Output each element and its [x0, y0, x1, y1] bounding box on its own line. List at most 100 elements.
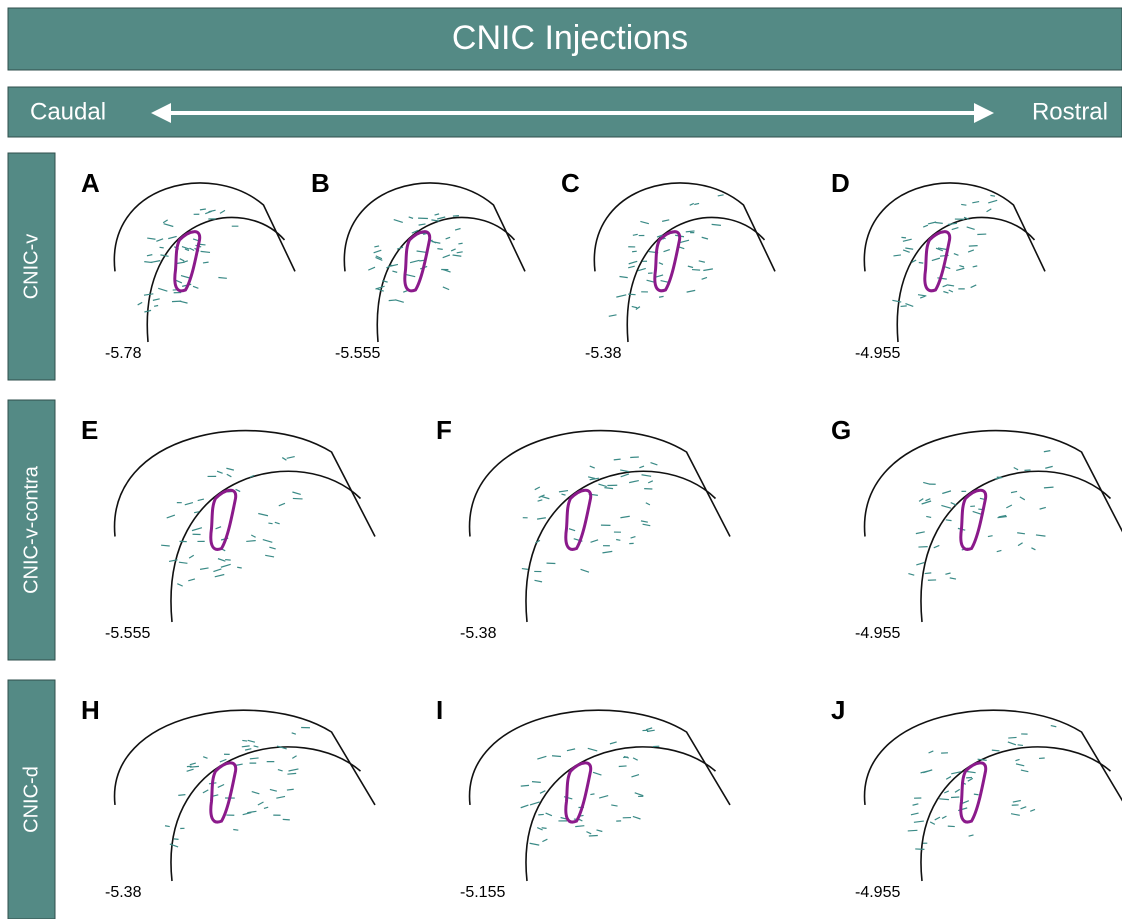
fiber: [640, 221, 648, 223]
fiber: [163, 220, 167, 223]
fiber: [629, 481, 639, 483]
fiber: [181, 276, 190, 278]
fiber: [633, 234, 638, 235]
fiber: [1030, 809, 1035, 811]
panels: CNIC-vA-5.78B-5.555C-5.38D-4.955CNIC-v-c…: [8, 153, 1122, 919]
fiber: [226, 468, 233, 470]
fiber: [988, 200, 997, 203]
fiber: [254, 746, 259, 747]
fiber: [455, 229, 460, 231]
fiber: [956, 268, 964, 270]
fiber: [969, 835, 974, 836]
fiber: [575, 826, 584, 827]
fiber: [282, 458, 286, 461]
fiber: [417, 251, 426, 252]
fiber: [631, 775, 639, 777]
section-level: -5.38: [585, 345, 622, 362]
fiber: [954, 254, 959, 256]
fiber: [651, 463, 658, 465]
fiber: [962, 801, 968, 804]
panel-letter: I: [436, 695, 443, 725]
fiber: [276, 796, 285, 798]
fiber: [233, 830, 238, 831]
section-panel: G-4.955: [831, 415, 1122, 642]
fiber: [604, 488, 613, 489]
fiber: [919, 262, 923, 263]
fiber: [903, 250, 910, 252]
fiber: [541, 496, 550, 499]
fiber: [948, 223, 957, 224]
fiber: [198, 499, 204, 500]
fiber: [893, 255, 900, 256]
fiber: [647, 730, 655, 731]
fiber: [203, 262, 209, 263]
fiber: [190, 766, 199, 767]
fiber: [661, 281, 668, 283]
fiber: [903, 239, 912, 241]
fiber: [178, 795, 185, 796]
outline: [115, 431, 375, 537]
fiber: [203, 757, 207, 759]
outline: [147, 217, 284, 342]
fiber: [419, 224, 426, 225]
fiber: [156, 239, 163, 241]
fiber: [972, 202, 979, 203]
fiber: [437, 249, 442, 250]
fiber: [971, 285, 977, 288]
fiber: [537, 518, 546, 519]
fiber: [521, 785, 529, 786]
fiber: [911, 813, 919, 815]
fiber: [932, 258, 940, 260]
section-panel: H-5.38: [81, 695, 375, 901]
fiber: [265, 555, 274, 557]
fiber: [179, 562, 188, 563]
injection-site: [566, 763, 591, 822]
panel-letter: F: [436, 415, 452, 445]
fiber: [1013, 801, 1021, 803]
fiber: [435, 214, 440, 215]
section-level: -4.955: [855, 345, 900, 362]
fiber: [242, 740, 247, 741]
outline: [377, 217, 514, 342]
fiber: [542, 828, 547, 829]
fiber: [443, 287, 449, 290]
fiber: [537, 756, 546, 759]
fiber: [892, 300, 901, 302]
fiber: [227, 474, 232, 477]
fiber: [643, 524, 651, 525]
fiber: [1020, 497, 1025, 500]
fiber: [287, 457, 295, 459]
fiber: [639, 466, 644, 468]
panel-letter: G: [831, 415, 851, 445]
fiber: [374, 246, 379, 247]
fiber: [598, 484, 606, 487]
fiber: [542, 839, 547, 841]
fiber: [934, 545, 940, 547]
fiber: [699, 261, 705, 262]
fiber: [939, 799, 949, 800]
fiber: [597, 830, 603, 832]
fiber: [633, 758, 638, 760]
fiber: [1018, 745, 1023, 746]
fiber: [586, 832, 591, 834]
fiber: [690, 203, 694, 205]
fiber: [616, 295, 626, 297]
outline: [470, 710, 730, 805]
fiber: [952, 228, 959, 230]
fiber: [659, 263, 663, 265]
panel-letter: A: [81, 168, 100, 198]
fiber: [237, 567, 242, 568]
injection-site: [211, 490, 236, 549]
fiber: [1018, 543, 1023, 546]
fiber: [635, 793, 644, 796]
section-level: -5.155: [460, 884, 505, 901]
fiber: [702, 237, 708, 239]
fiber: [522, 569, 528, 570]
section-panel: E-5.555: [81, 415, 375, 642]
fiber: [633, 816, 641, 819]
fiber: [946, 520, 952, 521]
panel-letter: J: [831, 695, 845, 725]
fiber: [185, 503, 193, 505]
fiber: [620, 516, 629, 518]
fiber: [559, 491, 568, 492]
